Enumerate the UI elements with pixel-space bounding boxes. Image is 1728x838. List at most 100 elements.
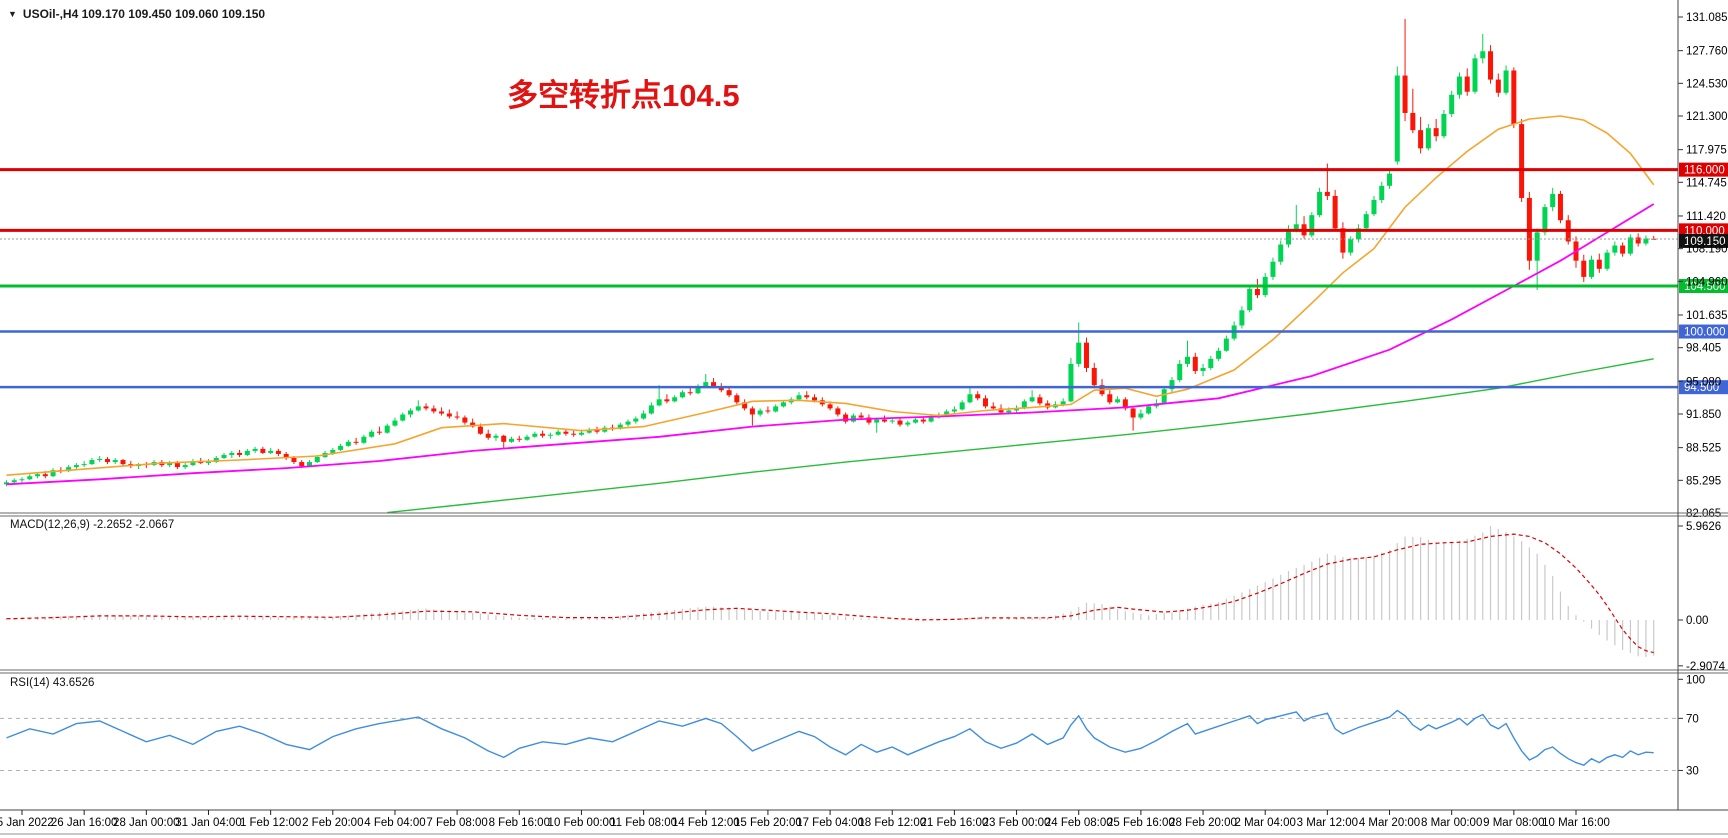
date-label: 8 Feb 16:00: [489, 817, 550, 829]
candle-body: [889, 420, 895, 422]
candle-body: [431, 408, 437, 412]
price-badge-label: 116.000: [1684, 165, 1725, 177]
candle-body: [1037, 397, 1043, 404]
price-axis-label: 88.525: [1686, 443, 1721, 455]
candle-body: [1029, 397, 1035, 402]
date-label: 28 Jan 00:00: [113, 817, 180, 829]
candle-body: [540, 433, 546, 436]
candle-body: [3, 482, 9, 485]
macd-histogram: [5, 526, 1655, 658]
date-label: 2 Mar 04:00: [1235, 817, 1296, 829]
candle-body: [796, 395, 802, 400]
candle-body: [625, 421, 631, 425]
price-axis-label: 98.405: [1686, 343, 1721, 355]
date-label: 24 Feb 08:00: [1045, 817, 1113, 829]
candle-body: [423, 406, 429, 409]
candle-body: [1060, 401, 1066, 405]
date-label: 26 Jan 16:00: [51, 817, 118, 829]
candle-body: [1177, 363, 1183, 381]
candle-body: [1324, 191, 1330, 196]
macd-axis-label: 5.9626: [1686, 521, 1721, 533]
candle-body: [462, 417, 468, 423]
candle-body: [773, 406, 779, 412]
candle-body: [477, 426, 483, 434]
candle-body: [1309, 215, 1315, 236]
date-label: 11 Feb 08:00: [610, 817, 677, 829]
price-axis-label: 82.065: [1686, 508, 1721, 520]
candle-body: [1348, 239, 1354, 253]
date-label: 1 Feb 12:00: [240, 817, 301, 829]
candle-body: [695, 386, 701, 394]
macd-axis-label: -2.9074: [1686, 661, 1726, 673]
candle-body: [1620, 245, 1626, 254]
candle-body: [501, 435, 507, 442]
candle-body: [454, 416, 460, 418]
candle-body: [990, 406, 996, 409]
candle-body: [446, 413, 452, 417]
candle-body: [237, 452, 243, 455]
candle-body: [1433, 128, 1439, 137]
candle-body: [493, 435, 499, 438]
candle-body: [1387, 173, 1393, 186]
candle-body: [1425, 128, 1431, 149]
candle-body: [1635, 237, 1641, 244]
rsi-axis-label: 30: [1686, 765, 1699, 777]
date-label: 4 Mar 20:00: [1359, 817, 1420, 829]
candle-body: [470, 422, 476, 427]
candle-body: [1223, 338, 1229, 351]
candle-body: [1495, 79, 1501, 93]
candle-body: [1472, 58, 1478, 92]
candle-body: [967, 394, 973, 403]
candle-body: [415, 406, 421, 411]
candle-body: [563, 431, 569, 434]
candle-body: [594, 429, 600, 432]
ma-fast-orange-line: [6, 115, 1655, 476]
candle-body: [1371, 199, 1377, 215]
candle-body: [42, 474, 48, 477]
candle-body: [1596, 259, 1602, 269]
candle-body: [1557, 193, 1563, 221]
candle-body: [1589, 259, 1595, 277]
candle-body: [190, 461, 196, 466]
candle-body: [1006, 410, 1012, 413]
price-axis-label: 127.760: [1686, 46, 1728, 58]
candle-body: [485, 433, 491, 438]
price-axis-label: 91.850: [1686, 409, 1721, 421]
candle-body: [1542, 207, 1548, 233]
candle-body: [1332, 195, 1338, 229]
candle-body: [1534, 232, 1540, 261]
current-price-badge: [1679, 233, 1728, 248]
candle-body: [213, 458, 219, 463]
ma-mid-magenta-line: [6, 203, 1655, 486]
candle-body: [1045, 403, 1051, 408]
candle-body: [1169, 380, 1175, 390]
candle-body: [353, 441, 359, 443]
date-label: 10 Feb 00:00: [548, 817, 616, 829]
candle-body: [19, 479, 25, 481]
symbol-ohlc-readout: USOil-,H4 109.170 109.450 109.060 109.15…: [22, 7, 266, 21]
candle-body: [944, 411, 950, 415]
candle-body: [275, 450, 281, 454]
candle-body: [369, 431, 375, 437]
price-annotation[interactable]: 多空转折点104.5: [507, 78, 740, 113]
candle-body: [338, 445, 344, 450]
date-label: 25 Jan 2022: [0, 817, 54, 829]
price-axis-label: 124.530: [1686, 78, 1728, 90]
candle-body: [827, 404, 833, 409]
candle-body: [726, 390, 732, 396]
candle-body: [742, 402, 748, 409]
candle-body: [306, 462, 312, 467]
candle-body: [66, 467, 72, 472]
price-badge: [1679, 162, 1728, 177]
symbol-dropdown-icon[interactable]: ▼: [8, 9, 17, 19]
candle-body: [1480, 51, 1486, 59]
price-axis-label: 104.960: [1686, 276, 1728, 288]
date-label: 25 Feb 16:00: [1107, 817, 1175, 829]
candle-body: [1208, 358, 1214, 368]
price-axis-label: 121.300: [1686, 111, 1728, 123]
date-label: 31 Jan 04:00: [175, 817, 242, 829]
candle-body: [1107, 394, 1113, 403]
price-axis-label: 117.975: [1686, 145, 1727, 157]
date-label: 15 Feb 20:00: [734, 817, 802, 829]
